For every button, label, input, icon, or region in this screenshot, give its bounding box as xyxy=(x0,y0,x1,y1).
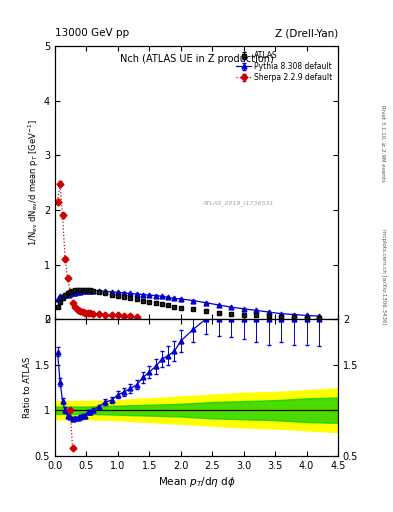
Text: mcplots.cern.ch [arXiv:1306.3436]: mcplots.cern.ch [arXiv:1306.3436] xyxy=(381,229,386,324)
Y-axis label: Ratio to ATLAS: Ratio to ATLAS xyxy=(23,357,32,418)
Text: Nch (ATLAS UE in Z production): Nch (ATLAS UE in Z production) xyxy=(119,54,274,65)
Text: Rivet 3.1.10, ≥ 2.9M events: Rivet 3.1.10, ≥ 2.9M events xyxy=(381,105,386,182)
Text: Z (Drell-Yan): Z (Drell-Yan) xyxy=(275,28,338,38)
Text: 13000 GeV pp: 13000 GeV pp xyxy=(55,28,129,38)
Y-axis label: 1/N$_{\rm ev}$ dN$_{\rm ev}$/d mean p$_T$ [GeV$^{-1}$]: 1/N$_{\rm ev}$ dN$_{\rm ev}$/d mean p$_T… xyxy=(27,119,41,246)
Text: ATLAS_2019_I1736531: ATLAS_2019_I1736531 xyxy=(202,201,274,206)
X-axis label: Mean $p_T$/d$\eta$ d$\phi$: Mean $p_T$/d$\eta$ d$\phi$ xyxy=(158,475,235,489)
Legend: ATLAS, Pythia 8.308 default, Sherpa 2.2.9 default: ATLAS, Pythia 8.308 default, Sherpa 2.2.… xyxy=(235,50,334,84)
